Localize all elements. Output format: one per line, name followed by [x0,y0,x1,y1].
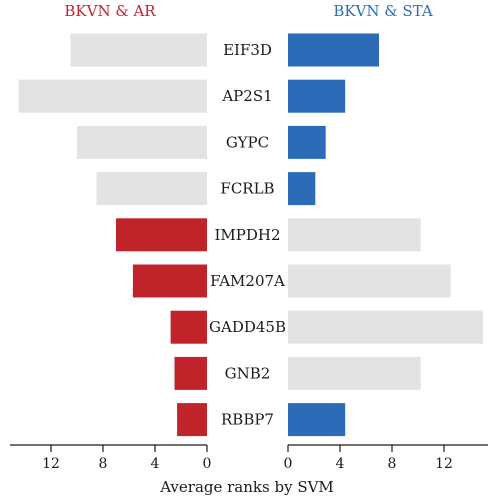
right-bar-gadd45b [288,310,483,344]
left-bar-eif3d [70,33,207,67]
left-tick-label-8: 8 [99,456,108,472]
gene-labels: EIF3D AP2S1 GYPC FCRLB IMPDH2 FAM207A GADD45B G… [209,41,286,429]
right-panel-title: BKVN & STA [333,2,433,20]
right-tick-label-4: 4 [336,456,345,472]
left-bar-ap2s1 [18,79,207,113]
left-bar-gadd45b [170,310,207,344]
left-panel-title: BKVN & AR [64,2,156,20]
gene-label-gnb2: GNB2 [225,364,271,382]
left-bar-gnb2 [174,356,207,390]
x-axis-label: Average ranks by SVM [159,478,334,496]
right-x-ticks: 0 4 8 12 [284,445,453,472]
gene-label-gypc: GYPC [226,133,269,151]
left-bar-rbbp7 [177,403,207,437]
right-bar-fcrlb [288,172,316,206]
right-bar-gypc [288,125,326,159]
right-bar-fam207a [288,264,451,298]
right-bars [288,33,483,437]
gene-label-rbbp7: RBBP7 [221,411,274,429]
left-bar-impdh2 [116,218,207,252]
gene-label-ap2s1: AP2S1 [221,87,272,105]
right-bar-gnb2 [288,356,421,390]
right-tick-label-12: 12 [435,456,453,472]
right-bar-rbbp7 [288,403,346,437]
left-bar-fcrlb [96,172,207,206]
left-x-ticks: 12 8 4 0 [42,445,211,472]
gene-label-gadd45b: GADD45B [209,318,286,336]
right-tick-label-0: 0 [284,456,293,472]
left-tick-label-12: 12 [42,456,60,472]
right-bar-ap2s1 [288,79,346,113]
left-bar-gypc [77,125,207,159]
gene-label-impdh2: IMPDH2 [214,226,280,244]
left-bar-fam207a [132,264,207,298]
gene-label-eif3d: EIF3D [223,41,272,59]
left-bars [18,33,207,437]
right-tick-label-8: 8 [388,456,397,472]
left-tick-label-4: 4 [151,456,160,472]
gene-label-fam207a: FAM207A [210,272,285,290]
right-bar-eif3d [288,33,379,67]
gene-label-fcrlb: FCRLB [220,180,274,198]
right-bar-impdh2 [288,218,421,252]
left-tick-label-0: 0 [203,456,212,472]
